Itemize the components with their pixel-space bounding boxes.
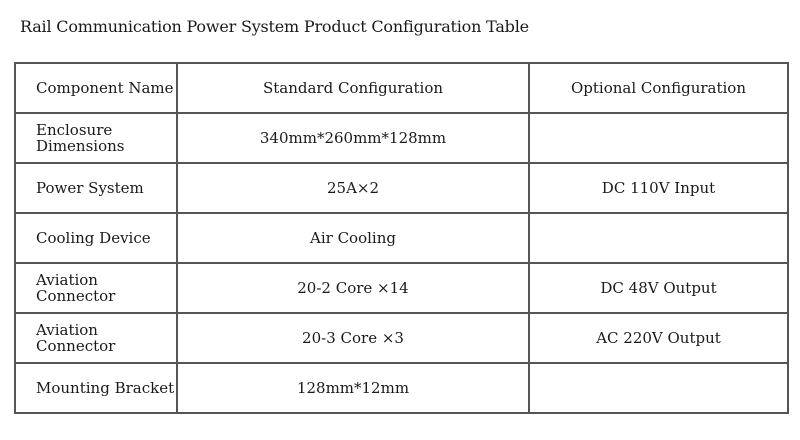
configuration-table: Component Name Standard Configuration Op… [14, 62, 789, 414]
optional-config-cell: DC 110V Input [528, 162, 789, 214]
standard-config-cell: 20-2 Core ×14 [176, 262, 530, 314]
table-row: Power System 25A×2 DC 110V Input [14, 162, 789, 214]
component-cell: Aviation Connector [14, 262, 178, 314]
optional-config-cell: AC 220V Output [528, 312, 789, 364]
component-cell: Enclosure Dimensions [14, 112, 178, 164]
standard-config-cell: 25A×2 [176, 162, 530, 214]
optional-config-cell [528, 212, 789, 264]
standard-config-cell: 340mm*260mm*128mm [176, 112, 530, 164]
table-row: Aviation Connector 20-2 Core ×14 DC 48V Ou… [14, 262, 789, 314]
table-row: Aviation Connector 20-3 Core ×3 AC 220V Ou… [14, 312, 789, 364]
header-standard-configuration: Standard Configuration [176, 62, 530, 114]
component-cell: Mounting Bracket [14, 362, 178, 414]
header-component-name: Component Name [14, 62, 178, 114]
standard-config-cell: Air Cooling [176, 212, 530, 264]
standard-config-cell: 128mm*12mm [176, 362, 530, 414]
table-row: Cooling Device Air Cooling [14, 212, 789, 264]
component-cell: Power System [14, 162, 178, 214]
optional-config-cell [528, 362, 789, 414]
standard-config-cell: 20-3 Core ×3 [176, 312, 530, 364]
table-row: Enclosure Dimensions 340mm*260mm*128mm [14, 112, 789, 164]
header-optional-configuration: Optional Configuration [528, 62, 789, 114]
component-cell: Cooling Device [14, 212, 178, 264]
component-cell: Aviation Connector [14, 312, 178, 364]
table-row: Mounting Bracket 128mm*12mm [14, 362, 789, 414]
optional-config-cell [528, 112, 789, 164]
table-header-row: Component Name Standard Configuration Op… [14, 62, 789, 114]
document-title: Rail Communication Power System Product … [20, 17, 529, 36]
optional-config-cell: DC 48V Output [528, 262, 789, 314]
